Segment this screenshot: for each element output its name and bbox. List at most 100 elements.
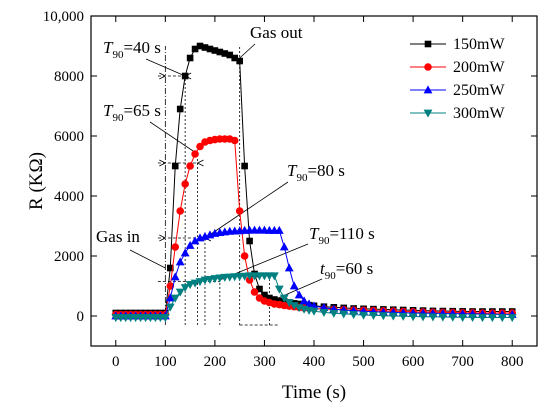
data-point: [246, 237, 253, 245]
x-tick-label: 700: [451, 354, 474, 370]
x-tick-label: 600: [402, 354, 425, 370]
data-point: [201, 44, 209, 51]
t90-arrow: [159, 159, 167, 167]
data-point: [349, 311, 359, 320]
legend-label: 150mW: [453, 36, 505, 53]
data-point: [271, 296, 278, 303]
y-tick-label: 6000: [54, 129, 84, 145]
data-point: [299, 296, 309, 305]
t90-150mw-sub: 90: [112, 49, 124, 61]
data-point: [408, 313, 418, 322]
data-point: [266, 294, 273, 302]
data-point: [180, 248, 190, 257]
data-point: [230, 136, 239, 145]
leader-gas-out: [239, 43, 256, 59]
t90-arrow: [196, 159, 204, 167]
data-point: [398, 312, 408, 321]
data-point: [240, 252, 249, 260]
t90-recovery-sub: 90: [325, 270, 337, 282]
legend-item: 200mW: [410, 59, 505, 76]
data-point: [309, 307, 319, 316]
legend-item: 300mW: [410, 105, 505, 122]
data-point: [235, 207, 244, 215]
t90-arrow: [159, 234, 167, 242]
data-point: [170, 272, 180, 281]
data-point: [423, 109, 433, 118]
t90-300mw-sub: 90: [318, 235, 330, 247]
y-axis-label: R (KΩ): [26, 152, 47, 210]
gas-in-label: Gas in: [96, 227, 140, 246]
data-point: [289, 302, 299, 311]
data-point: [478, 314, 487, 323]
x-tick-label: 0: [112, 354, 120, 370]
data-point: [176, 105, 184, 113]
x-axis-label: Time (s): [282, 382, 346, 403]
data-point: [211, 47, 219, 54]
t90-300mw-label: T90=110 s: [309, 224, 375, 247]
data-point: [226, 51, 234, 59]
data-point: [216, 48, 224, 56]
data-point: [191, 45, 199, 53]
data-point: [424, 40, 432, 48]
data-point: [507, 314, 517, 323]
y-tick-label: 4000: [54, 189, 84, 205]
t90-recovery-sym: t: [320, 259, 326, 278]
y-tick-label: 8000: [54, 69, 84, 85]
data-point: [468, 313, 477, 322]
data-point: [221, 50, 229, 57]
leader-t90-150mw: [145, 58, 186, 77]
data-point: [250, 288, 259, 296]
data-point: [497, 314, 507, 323]
t90-250mw-value: =80 s: [307, 161, 344, 180]
data-point: [160, 314, 170, 323]
t90-250mw-sub: 90: [296, 172, 308, 184]
t90-300mw-sym: T: [309, 224, 320, 243]
data-point: [165, 303, 175, 312]
data-point: [166, 264, 174, 272]
data-point: [185, 281, 195, 290]
t90-150mw-value: =40 s: [123, 38, 160, 57]
t90-200mw-sym: T: [103, 101, 114, 120]
leader-t90-250mw: [204, 181, 289, 239]
leader-gas-in: [129, 249, 166, 269]
data-point: [359, 311, 368, 320]
legend-item: 250mW: [410, 82, 505, 99]
data-point: [269, 272, 279, 281]
data-point: [339, 310, 349, 319]
data-point: [181, 180, 189, 188]
leader-t90-200mw: [149, 121, 198, 155]
data-point: [181, 72, 189, 80]
data-point: [319, 309, 329, 317]
data-point: [185, 240, 195, 249]
x-tick-label: 400: [303, 354, 326, 370]
data-point: [171, 162, 179, 170]
data-point: [191, 150, 199, 158]
data-point: [171, 243, 180, 251]
data-point: [231, 54, 239, 62]
data-point: [196, 42, 204, 50]
data-point: [294, 290, 304, 299]
data-point: [284, 263, 294, 272]
legend-item: 150mW: [410, 36, 505, 53]
data-point: [369, 312, 378, 320]
data-point: [170, 294, 180, 303]
t90-200mw-sub: 90: [112, 112, 124, 124]
data-point: [190, 236, 200, 245]
data-point: [261, 291, 268, 299]
x-tick-label: 100: [154, 354, 177, 370]
t90-150mw-sym: T: [103, 38, 114, 57]
gas-out-label: Gas out: [250, 23, 303, 42]
t90-recovery-value: =60 s: [336, 259, 373, 278]
data-point: [256, 285, 263, 293]
data-point: [274, 285, 284, 294]
t90-250mw-label: T90=80 s: [287, 161, 345, 184]
t90-250mw-sym: T: [287, 161, 298, 180]
t90-arrow: [159, 72, 167, 80]
data-point: [195, 278, 205, 287]
t90-recovery-label: t90=60 s: [320, 259, 373, 282]
data-point: [438, 313, 448, 322]
y-tick-label: 10,000: [43, 9, 84, 25]
data-point: [418, 313, 428, 322]
data-point: [289, 281, 299, 290]
data-point: [186, 54, 194, 62]
